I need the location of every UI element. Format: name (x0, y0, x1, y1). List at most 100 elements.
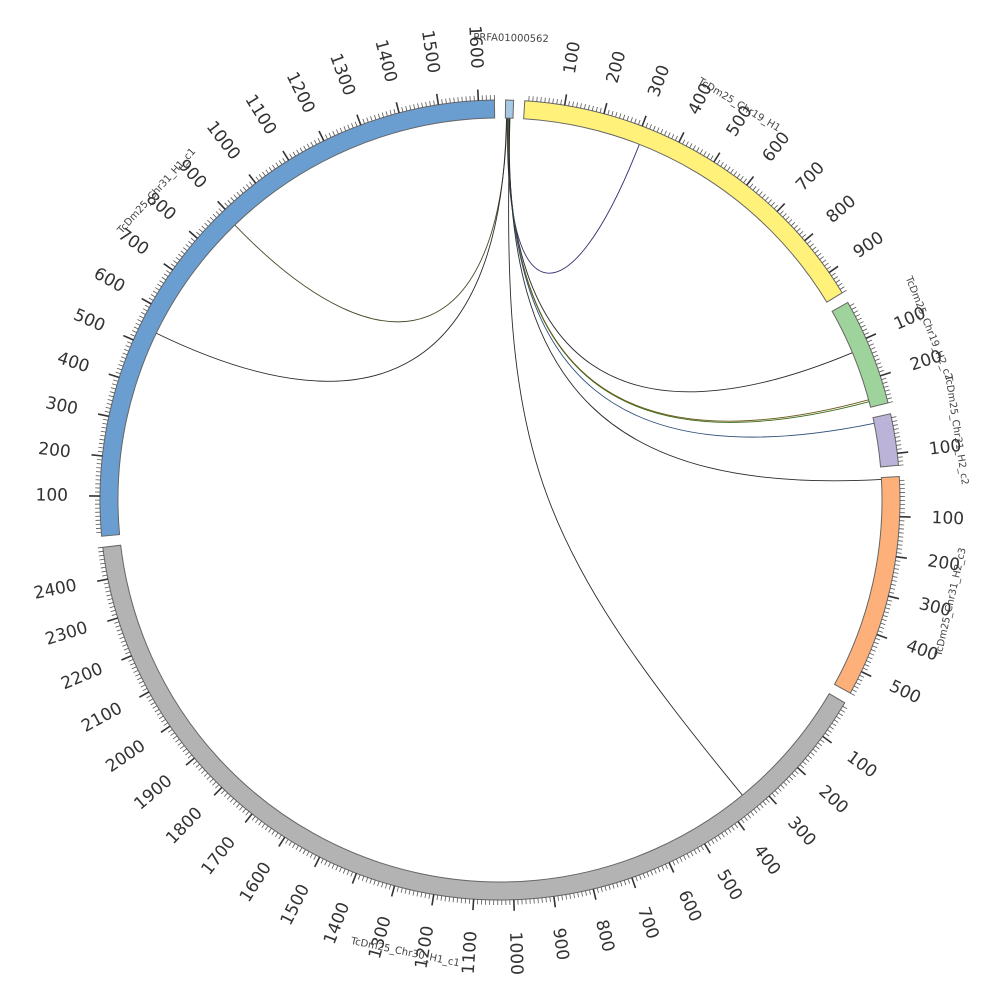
minor-tick (251, 816, 256, 821)
minor-tick (626, 115, 629, 121)
minor-tick (878, 370, 884, 373)
minor-tick (717, 835, 722, 840)
tick-label: 1600 (464, 25, 486, 69)
minor-tick (373, 879, 376, 885)
minor-tick (756, 806, 761, 811)
minor-tick (824, 732, 830, 737)
minor-tick (882, 381, 888, 384)
minor-tick (692, 145, 696, 150)
minor-tick (824, 262, 829, 267)
minor-tick (703, 151, 707, 156)
minor-tick (180, 250, 185, 255)
minor-tick (220, 789, 225, 795)
major-tick (888, 595, 900, 600)
minor-tick (449, 98, 451, 104)
minor-tick (638, 119, 641, 125)
minor-tick (645, 122, 649, 128)
minor-tick (727, 828, 732, 833)
tick-label: 1300 (325, 51, 359, 99)
minor-tick (157, 283, 162, 288)
minor-tick (686, 853, 690, 859)
minor-tick (817, 742, 823, 747)
minor-tick (152, 705, 158, 709)
minor-tick (115, 371, 121, 375)
minor-tick (119, 636, 125, 640)
major-tick (822, 735, 833, 744)
minor-tick (581, 891, 583, 897)
minor-tick (98, 550, 104, 553)
minor-tick (125, 345, 131, 348)
minor-tick (332, 131, 336, 136)
major-tick (248, 174, 257, 184)
major-tick (768, 795, 778, 805)
minor-tick (556, 99, 558, 105)
segment-name-label: PRFA01000562 (473, 32, 549, 45)
minor-tick (108, 602, 114, 605)
minor-tick (292, 843, 296, 848)
minor-tick (884, 389, 890, 392)
minor-tick (893, 428, 899, 430)
minor-tick (716, 159, 721, 165)
minor-tick (799, 764, 805, 769)
major-tick (395, 102, 400, 114)
minor-tick (440, 895, 443, 901)
minor-tick (573, 893, 575, 899)
minor-tick (441, 99, 443, 105)
minor-tick (860, 324, 866, 328)
minor-tick (140, 311, 146, 315)
minor-tick (780, 784, 785, 789)
minor-tick (871, 350, 877, 354)
minor-tick (135, 673, 141, 677)
minor-tick (296, 149, 300, 155)
minor-tick (650, 870, 653, 876)
tick-label: 800 (822, 191, 860, 227)
minor-tick (361, 875, 365, 881)
minor-tick (180, 745, 185, 749)
minor-tick (857, 678, 863, 682)
minor-tick (453, 97, 455, 103)
minor-tick (106, 403, 112, 405)
major-tick (185, 757, 195, 766)
minor-tick (204, 222, 209, 227)
minor-tick (148, 297, 154, 301)
minor-tick (619, 113, 622, 119)
minor-tick (122, 644, 128, 647)
minor-tick (897, 544, 903, 546)
minor-tick (111, 383, 117, 386)
minor-tick (268, 167, 273, 172)
minor-tick (549, 896, 551, 902)
minor-tick (139, 315, 144, 319)
minor-tick (239, 189, 244, 194)
minor-tick (121, 356, 126, 359)
minor-tick (868, 343, 874, 347)
minor-tick (107, 399, 113, 402)
minor-tick (876, 362, 882, 365)
minor-tick (408, 889, 411, 895)
minor-tick (584, 104, 586, 110)
minor-tick (726, 166, 731, 172)
tick-label: 1900 (130, 771, 176, 814)
minor-tick (389, 110, 392, 116)
minor-tick (343, 126, 347, 132)
minor-tick (858, 321, 864, 325)
minor-tick (310, 141, 314, 147)
tick-label: 2000 (102, 736, 149, 777)
minor-tick (630, 117, 633, 123)
tick-label: 900 (548, 927, 572, 962)
tick-label: 300 (44, 393, 80, 419)
minor-tick (627, 878, 631, 884)
ticks-layer (89, 89, 911, 911)
major-tick (879, 371, 891, 377)
minor-tick (223, 792, 228, 797)
minor-tick (175, 738, 180, 743)
major-tick (163, 263, 174, 271)
tick-label: 200 (908, 346, 945, 375)
minor-tick (545, 897, 547, 903)
minor-tick (161, 276, 167, 281)
minor-tick (110, 387, 116, 390)
minor-tick (261, 823, 266, 828)
minor-tick (740, 176, 744, 181)
minor-tick (328, 132, 332, 138)
minor-tick (744, 816, 748, 821)
minor-tick (761, 193, 766, 199)
